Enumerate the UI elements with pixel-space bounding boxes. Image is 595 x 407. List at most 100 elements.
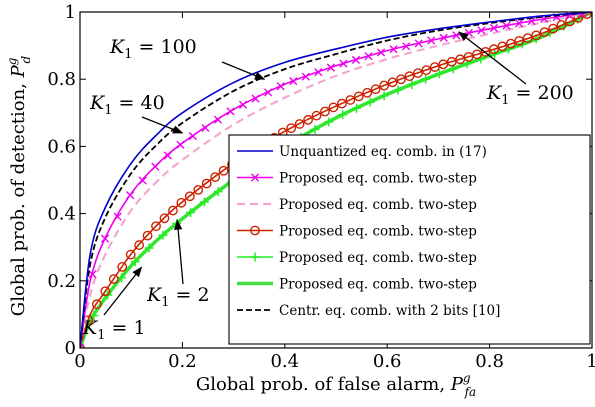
series-3-marker	[379, 80, 390, 91]
x-tick-label: 0.2	[168, 351, 197, 372]
series-3-marker	[429, 62, 440, 72]
series-1-marker	[351, 55, 361, 64]
series-4-marker	[407, 80, 417, 90]
series-3-marker	[531, 30, 542, 41]
series-3-marker	[387, 77, 398, 88]
series-1-marker	[314, 68, 323, 77]
series-3-marker	[522, 33, 533, 44]
series-1-marker	[264, 88, 273, 97]
series-3-marker	[497, 41, 508, 52]
plot-frame	[79, 11, 593, 349]
series-1-marker	[489, 23, 499, 33]
series-1-marker	[176, 140, 185, 149]
series-3-marker	[463, 51, 474, 62]
series-1-marker	[100, 234, 110, 243]
legend-entry-6: Centr. eq. comb. with 2 bits [10]	[237, 303, 500, 319]
annotation-arrow	[173, 219, 184, 285]
annotation-4: K1 = 1	[82, 266, 146, 343]
series-4-marker	[324, 117, 334, 127]
annotation-label: K1 = 1	[82, 317, 146, 343]
legend-entry-2: Proposed eq. comb. two-step	[237, 197, 477, 213]
series-3-marker	[480, 46, 491, 57]
series-3-marker	[489, 44, 499, 55]
series-3-marker	[505, 38, 516, 49]
series-3-marker	[210, 172, 221, 183]
series-3-marker	[125, 249, 136, 260]
series-1-marker	[414, 39, 423, 48]
series-1-marker	[477, 26, 486, 35]
legend-label: Proposed eq. comb. two-step	[279, 224, 477, 240]
series-3-marker	[472, 49, 482, 60]
series-2	[80, 12, 592, 348]
series-3-marker	[91, 299, 102, 310]
series-4-marker	[434, 69, 444, 79]
series-3-marker	[184, 191, 195, 202]
x-tick-label: 0.6	[373, 351, 402, 372]
series-1-marker	[276, 82, 285, 91]
series-1-marker	[163, 151, 172, 160]
series-3-marker	[142, 230, 153, 241]
legend-entry-3: Proposed eq. comb. two-step	[237, 224, 477, 240]
series-3-marker	[514, 35, 525, 46]
x-axis-title: Global prob. of false alarm, Pg fa	[196, 371, 476, 399]
series-3-marker	[134, 240, 145, 250]
series-1-marker	[514, 19, 524, 28]
annotation-1: K1 = 40	[89, 92, 184, 134]
series-2-line	[80, 12, 592, 348]
series-3-marker	[353, 91, 364, 102]
series-1-marker	[289, 77, 298, 86]
x-tick-label: 1	[586, 351, 595, 372]
legend-entry-0: Unquantized eq. comb. in (17)	[237, 144, 487, 160]
series-4-marker	[421, 74, 431, 84]
series-3-marker	[117, 261, 128, 272]
series-3-marker	[108, 274, 119, 284]
series-3-marker	[556, 20, 567, 30]
y-axis-title: Global prob. of detection, Pgd	[5, 56, 33, 317]
series-3-marker	[218, 165, 229, 176]
y-tick-label: 0.2	[47, 271, 76, 292]
series-3-marker	[320, 106, 330, 117]
series-1-marker	[326, 63, 335, 72]
series-3-marker	[151, 221, 161, 232]
x-tick-label: 0.8	[475, 351, 504, 372]
series-1-marker	[301, 72, 310, 81]
series-4-marker	[213, 187, 223, 197]
series-1-marker	[213, 115, 223, 124]
series-3-marker	[294, 119, 305, 129]
legend-box	[228, 134, 591, 345]
series-4-marker	[199, 197, 209, 207]
legend-entry-4: Proposed eq. comb. two-step	[237, 250, 477, 266]
series-6-line	[80, 12, 592, 348]
annotation-layer: K1 = 100 K1 = 40 K1 = 200 K1 = 2K1 = 1	[82, 31, 574, 343]
legend-label: Unquantized eq. comb. in (17)	[279, 144, 487, 160]
series-1-marker	[439, 33, 448, 42]
series-4-marker	[379, 91, 389, 101]
series-3-marker	[396, 74, 406, 85]
series-3-marker	[201, 178, 212, 189]
legend-marker	[250, 173, 260, 182]
y-tick-label: 0.4	[47, 204, 76, 225]
legend-entry-1: Proposed eq. comb. two-step	[237, 171, 477, 187]
series-3-marker	[370, 84, 381, 95]
y-tick-label: 0	[65, 338, 76, 359]
series-6	[80, 12, 592, 348]
legend-label: Proposed eq. comb. two-step	[279, 250, 477, 266]
series-1-marker	[427, 36, 436, 45]
annotation-arrow	[458, 31, 527, 85]
annotation-2: K1 = 200	[458, 31, 574, 108]
series-3-marker	[548, 23, 558, 34]
legend-label: Proposed eq. comb. two-step	[279, 171, 477, 187]
series-4-marker	[144, 243, 154, 253]
series-3-marker	[311, 110, 322, 121]
series-1-marker	[188, 132, 197, 141]
series-3-marker	[193, 184, 204, 195]
series-4-marker	[186, 207, 196, 217]
series-1-marker	[376, 48, 386, 57]
series-1-marker	[201, 123, 210, 133]
y-tick-label: 0.8	[47, 69, 76, 90]
series-4-marker	[393, 85, 403, 95]
annotation-label: K1 = 100	[109, 36, 197, 62]
series-1-marker	[402, 42, 411, 51]
series-1-marker	[138, 176, 147, 185]
legend-marker	[250, 225, 260, 236]
